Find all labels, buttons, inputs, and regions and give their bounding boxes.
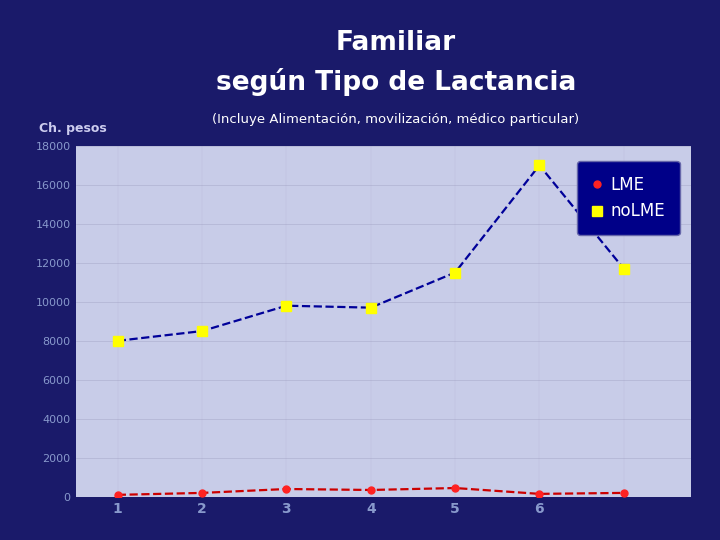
noLME: [535, 162, 544, 168]
LME: [366, 487, 375, 493]
noLME: [198, 328, 207, 334]
noLME: [619, 265, 628, 272]
LME: [198, 490, 207, 496]
Line: LME: LME: [114, 484, 627, 498]
Text: Ch. pesos: Ch. pesos: [39, 122, 107, 135]
LME: [535, 491, 544, 497]
noLME: [282, 302, 291, 309]
noLME: [114, 338, 122, 344]
Text: Familiar: Familiar: [336, 30, 456, 56]
LME: [619, 490, 628, 496]
noLME: [451, 269, 459, 276]
Text: (Incluye Alimentación, movilización, médico particular): (Incluye Alimentación, movilización, méd…: [212, 113, 580, 126]
Line: noLME: noLME: [113, 160, 629, 346]
LME: [451, 485, 459, 491]
LME: [282, 486, 291, 492]
Legend: LME, noLME: LME, noLME: [577, 161, 680, 235]
Text: según Tipo de Lactancia: según Tipo de Lactancia: [216, 68, 576, 96]
LME: [114, 491, 122, 498]
noLME: [366, 305, 375, 311]
